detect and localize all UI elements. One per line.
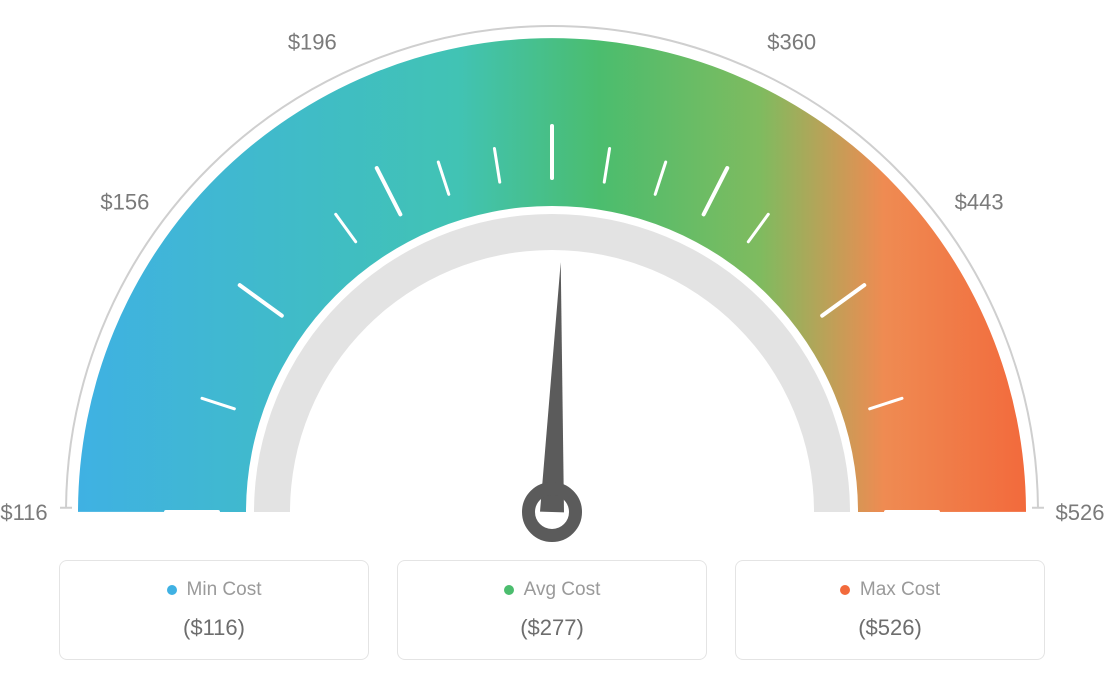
gauge-needle bbox=[540, 262, 564, 512]
legend-label: Min Cost bbox=[187, 579, 262, 601]
legend-card-max: Max Cost ($526) bbox=[735, 560, 1045, 660]
legend-title-max: Max Cost bbox=[840, 579, 940, 601]
gauge-tick-label: $156 bbox=[100, 190, 149, 215]
dot-icon bbox=[504, 585, 514, 595]
gauge-tick-label: $116 bbox=[0, 500, 47, 525]
gauge-chart: $116$156$196$277$360$443$526 bbox=[0, 0, 1104, 560]
legend-row: Min Cost ($116) Avg Cost ($277) Max Cost… bbox=[0, 560, 1104, 660]
legend-card-avg: Avg Cost ($277) bbox=[397, 560, 707, 660]
legend-value-max: ($526) bbox=[736, 615, 1044, 641]
gauge-tick-label: $196 bbox=[288, 30, 337, 55]
legend-title-min: Min Cost bbox=[167, 579, 262, 601]
legend-title-avg: Avg Cost bbox=[504, 579, 601, 601]
gauge-tick-label: $443 bbox=[955, 190, 1004, 215]
legend-value-min: ($116) bbox=[60, 615, 368, 641]
gauge-tick-label: $526 bbox=[1056, 500, 1104, 525]
dot-icon bbox=[167, 585, 177, 595]
legend-label: Max Cost bbox=[860, 579, 940, 601]
gauge-tick-label: $360 bbox=[767, 30, 816, 55]
dot-icon bbox=[840, 585, 850, 595]
gauge-svg: $116$156$196$277$360$443$526 bbox=[0, 0, 1104, 560]
legend-card-min: Min Cost ($116) bbox=[59, 560, 369, 660]
legend-value-avg: ($277) bbox=[398, 615, 706, 641]
legend-label: Avg Cost bbox=[524, 579, 601, 601]
